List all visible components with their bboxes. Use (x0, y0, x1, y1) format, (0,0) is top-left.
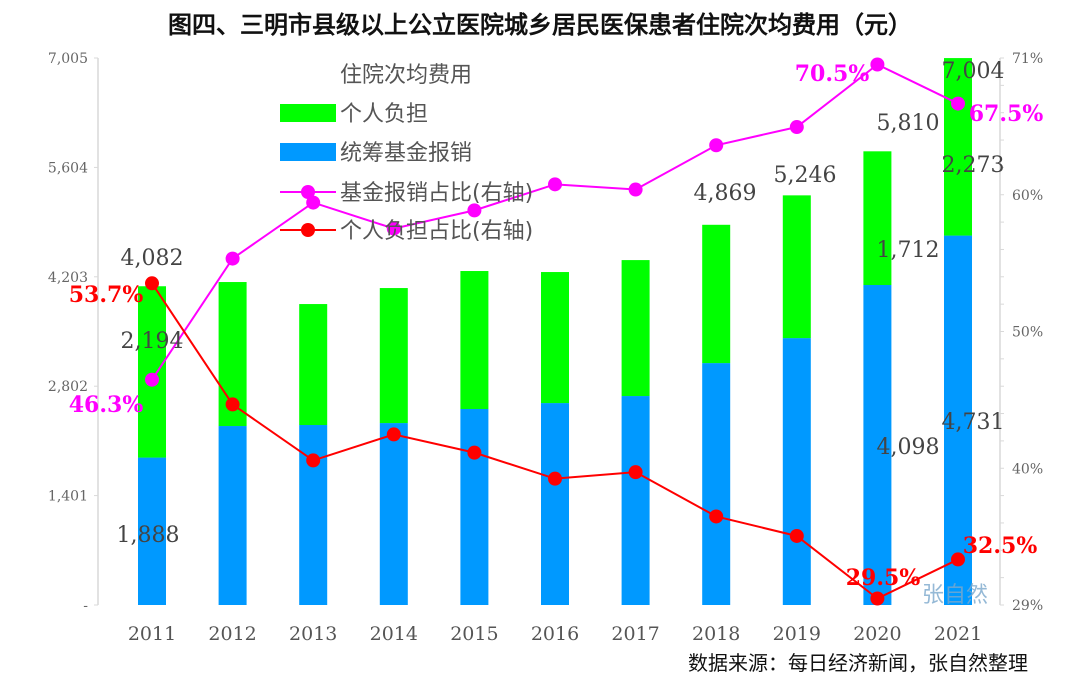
right-axis-tick-label: 60% (1012, 188, 1043, 204)
x-axis-tick-label: 2019 (773, 623, 821, 645)
right-axis-tick-label: 71% (1012, 51, 1043, 67)
label-personal-ratio: 53.7% (69, 282, 144, 308)
label-total: 4,869 (694, 181, 757, 206)
point-fund-ratio (225, 251, 240, 266)
source-note: 数据来源：每日经济新闻，张自然整理 (688, 651, 1028, 675)
bar-fund (379, 423, 408, 605)
x-axis-tick-label: 2020 (853, 623, 901, 645)
bar-fund (944, 235, 972, 606)
right-axis-tick-label: 50% (1012, 325, 1043, 341)
bar-personal (541, 272, 569, 404)
point-personal-ratio (225, 397, 240, 412)
bar-fund (541, 403, 569, 605)
bar-personal (863, 151, 892, 285)
legend-swatch-personal (280, 104, 336, 122)
x-axis-tick-label: 2011 (128, 623, 176, 645)
point-personal-ratio (951, 552, 965, 567)
point-fund-ratio (467, 203, 482, 218)
label-total: 4,082 (121, 246, 184, 271)
chart-title: 图四、三明市县级以上公立医院城乡居民医保患者住院次均费用（元） (168, 11, 912, 39)
left-axis-tick-label: 5,604 (48, 160, 88, 176)
label-total: 5,246 (774, 163, 837, 188)
legend-marker-personal-ratio (301, 223, 315, 237)
legend-marker-fund-ratio (301, 185, 315, 199)
point-personal-ratio (548, 471, 562, 486)
point-fund-ratio (145, 372, 159, 387)
watermark: 张自然 (922, 583, 988, 608)
label-personal: 1,712 (877, 238, 940, 263)
label-total: 5,810 (877, 111, 940, 136)
x-axis-tick-label: 2014 (370, 623, 418, 645)
legend-label-fund: 统筹基金报销 (340, 141, 472, 166)
bar-fund (782, 338, 811, 605)
x-axis-tick-label: 2015 (450, 623, 498, 645)
point-personal-ratio (145, 276, 159, 291)
x-axis-tick-label: 2013 (289, 623, 337, 645)
point-fund-ratio (951, 96, 965, 111)
bar-fund (460, 409, 489, 605)
x-axis-tick-label: 2021 (934, 623, 982, 645)
bar-personal (379, 288, 408, 424)
x-axis-tick-label: 2018 (692, 623, 740, 645)
left-axis-tick-label: 7,005 (48, 51, 88, 67)
point-fund-ratio (548, 177, 562, 192)
bar-personal (621, 260, 650, 397)
right-axis-tick-label: 29% (1012, 598, 1043, 614)
point-fund-ratio (709, 138, 724, 153)
bar-fund (138, 457, 166, 605)
label-personal-ratio: 32.5% (963, 533, 1038, 559)
point-personal-ratio (789, 528, 804, 543)
point-fund-ratio (870, 57, 885, 72)
label-personal: 2,194 (121, 329, 184, 354)
left-axis-tick-label: 1,401 (48, 489, 88, 505)
point-personal-ratio (467, 445, 482, 460)
point-fund-ratio (789, 120, 804, 135)
point-personal-ratio (870, 591, 885, 606)
bar-personal (460, 271, 489, 410)
bar-personal (782, 195, 811, 339)
label-fund-ratio: 46.3% (69, 392, 144, 418)
legend-label-personal-ratio: 个人负担占比(右轴) (340, 219, 533, 244)
label-fund-ratio: 70.5% (795, 61, 870, 87)
bar-personal (702, 224, 731, 364)
legend-label-fund-ratio: 基金报销占比(右轴) (340, 181, 533, 206)
right-axis-tick-label: 40% (1012, 461, 1043, 477)
label-personal-ratio: 29.5% (846, 565, 921, 591)
point-personal-ratio (628, 465, 643, 480)
point-personal-ratio (306, 453, 321, 468)
label-total: 7,004 (942, 59, 1005, 84)
label-fund: 1,888 (117, 523, 180, 548)
left-axis-tick-label: 2,802 (48, 379, 88, 395)
label-fund: 4,731 (942, 410, 1005, 435)
point-personal-ratio (709, 509, 724, 524)
bar-personal (299, 304, 328, 426)
bar-fund (621, 396, 650, 605)
legend-swatch-fund (280, 143, 336, 161)
point-fund-ratio (628, 182, 643, 197)
bar-personal (944, 58, 972, 236)
label-fund: 4,098 (877, 435, 940, 460)
point-personal-ratio (386, 427, 401, 442)
left-axis-tick-label: 4,203 (48, 270, 88, 286)
bar-fund (863, 284, 892, 605)
bar-fund (702, 363, 731, 605)
x-axis-tick-label: 2012 (208, 623, 256, 645)
bar-fund (299, 425, 328, 605)
point-fund-ratio (306, 195, 321, 210)
x-axis-tick-label: 2016 (531, 623, 579, 645)
left-axis-tick-label: - (83, 598, 88, 614)
x-axis-tick-label: 2017 (611, 623, 659, 645)
bar-personal (138, 286, 166, 458)
legend: 住院次均费用 个人负担 统筹基金报销 基金报销占比(右轴) 个人负担占比(右轴) (280, 63, 533, 244)
point-fund-ratio (386, 221, 401, 236)
label-personal: 2,273 (942, 153, 1005, 178)
legend-title: 住院次均费用 (340, 63, 472, 88)
label-fund-ratio: 67.5% (969, 101, 1044, 127)
legend-label-personal: 个人负担 (340, 102, 428, 127)
bar-fund (218, 426, 247, 605)
